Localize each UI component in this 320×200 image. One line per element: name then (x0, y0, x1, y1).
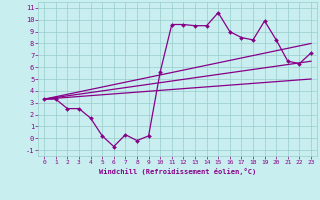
X-axis label: Windchill (Refroidissement éolien,°C): Windchill (Refroidissement éolien,°C) (99, 168, 256, 175)
